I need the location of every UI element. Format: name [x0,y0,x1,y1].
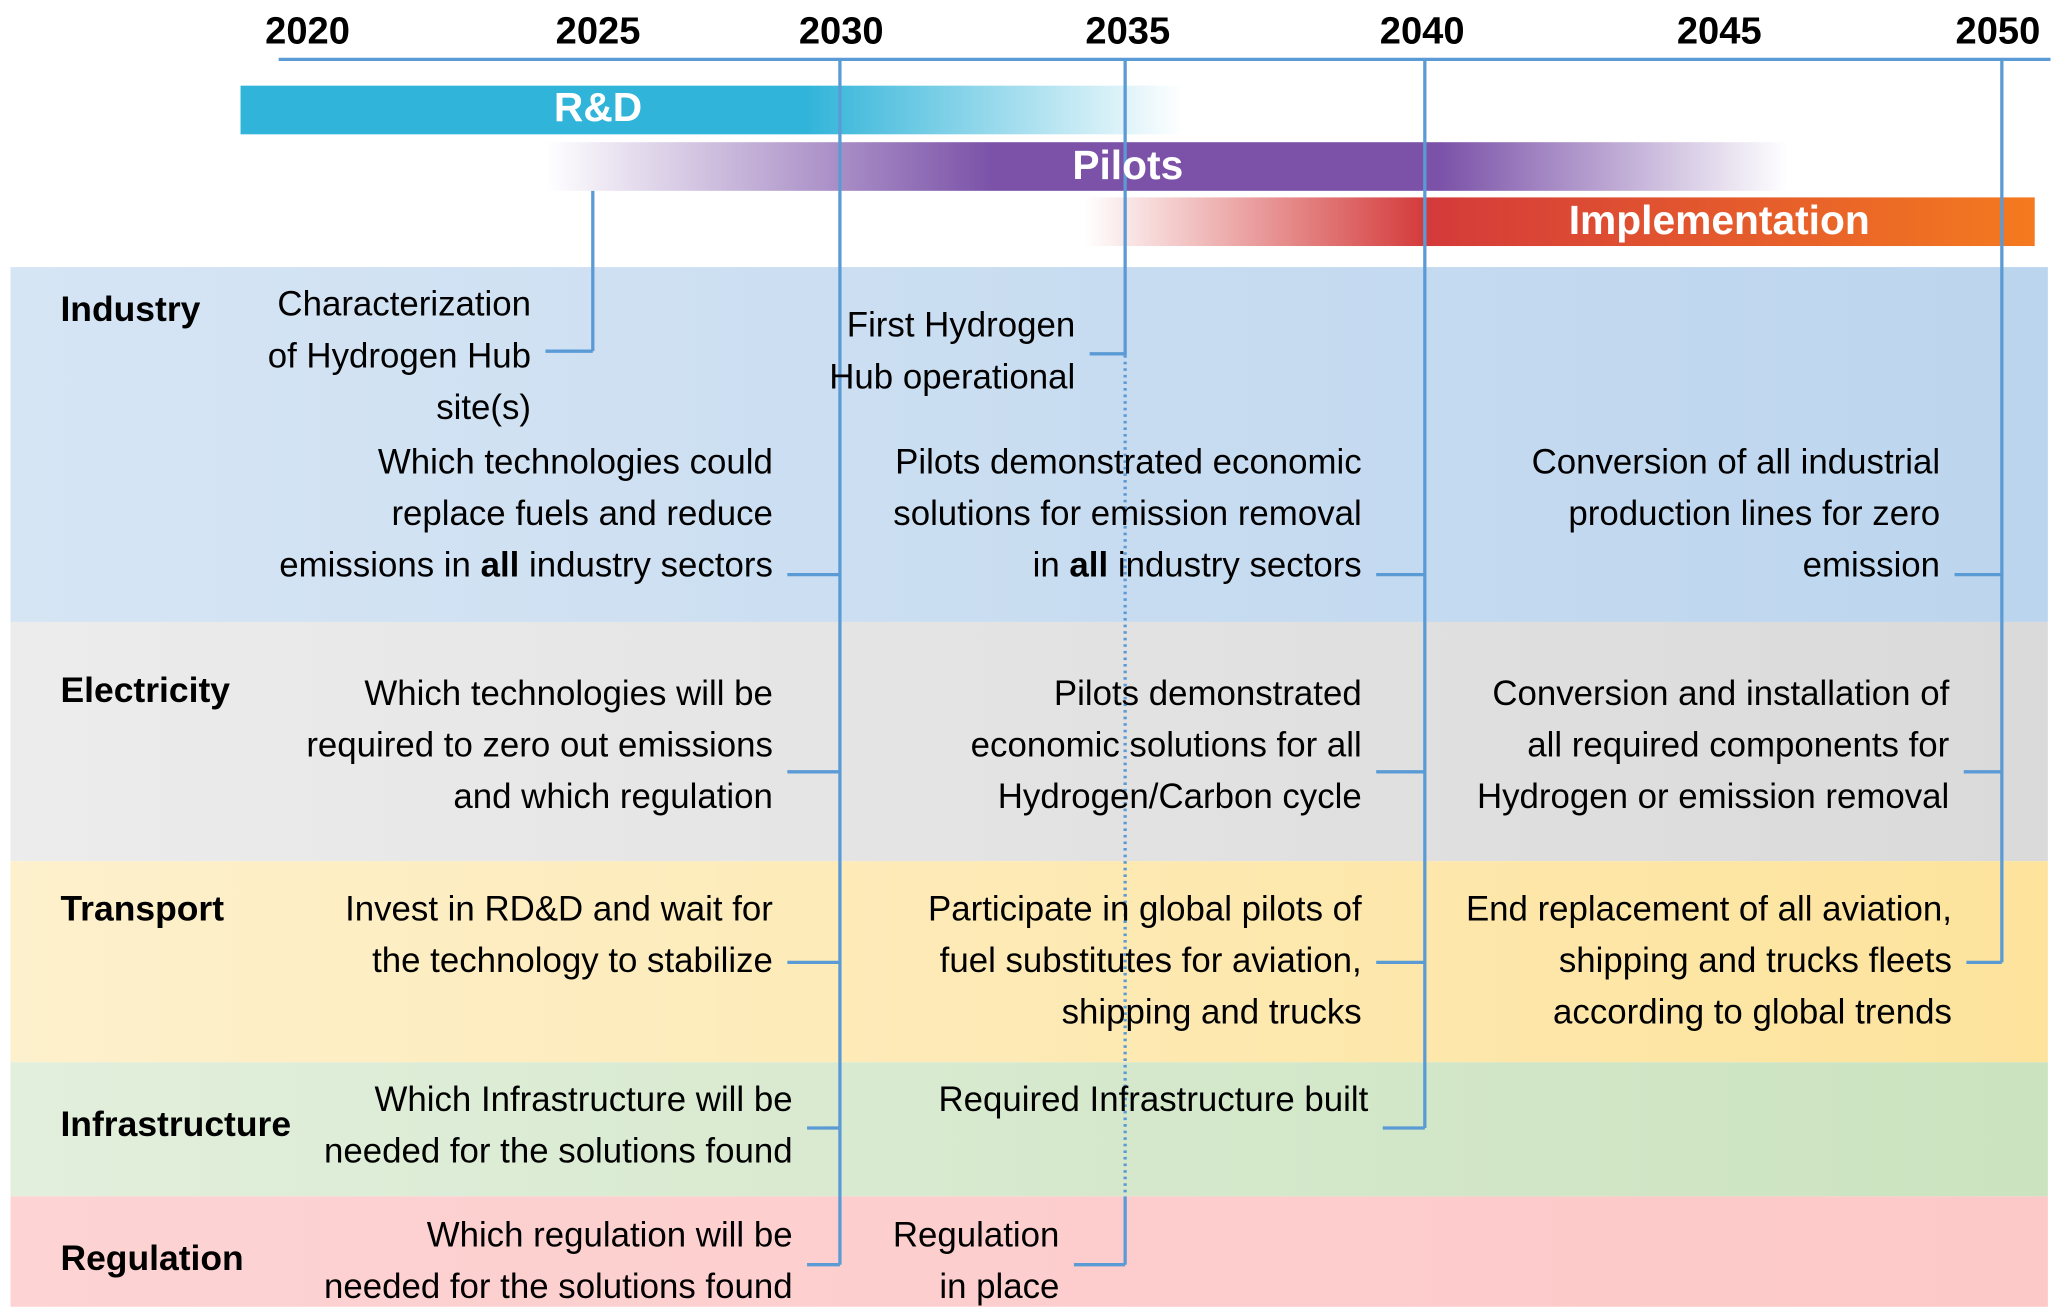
item-text: End replacement of all aviation, [1466,889,1952,928]
sector-label: Regulation [60,1238,243,1278]
item-text: Pilots demonstrated economic [895,442,1362,481]
year-label: 2030 [799,11,884,53]
item-text: fuel substitutes for aviation, [940,941,1362,980]
text-segment: all [1069,546,1108,585]
item-text: in all industry sectors [1033,546,1362,585]
year-label: 2020 [265,11,350,53]
text-segment: all [481,546,520,585]
item-text: needed for the solutions found [324,1132,793,1171]
band [10,621,2048,862]
item-text: emissions in all industry sectors [279,546,773,585]
item-text: Which regulation will be [427,1215,793,1254]
phase-bar [240,85,1183,135]
item-text: Participate in global pilots of [928,889,1362,928]
item-text: Hydrogen or emission removal [1477,777,1949,816]
item-text: site(s) [436,388,531,427]
text-segment: emissions in [279,546,480,585]
item-text: Which technologies will be [364,674,772,713]
item-text: Required Infrastructure built [939,1080,1369,1119]
item-text: economic solutions for all [971,725,1362,764]
item-text: required to zero out emissions [306,725,773,764]
year-label: 2045 [1677,11,1762,53]
sector-label: Electricity [60,670,230,710]
phase-label: Pilots [1072,142,1183,188]
band [10,1196,2048,1307]
item-text: replace fuels and reduce [391,494,772,533]
item-text: shipping and trucks [1062,993,1362,1032]
item-text: Which Infrastructure will be [375,1080,793,1119]
text-segment: industry sectors [519,546,773,585]
content: 2020 2025 2030 2035 2040 2045 2050 R&D Pilots Imp… [60,11,2040,1306]
phase-bar [1084,197,2035,247]
item-text: all required components for [1527,725,1949,764]
sector-label: Transport [60,888,224,928]
item-text: First Hydrogen [847,306,1075,345]
item-text: Regulation [893,1215,1060,1254]
text-segment: industry sectors [1108,546,1362,585]
sector-bands [10,267,2048,1307]
item-text: Which technologies could [378,442,773,481]
item-text: Hydrogen/Carbon cycle [998,777,1362,816]
sector-label: Industry [60,289,200,329]
phase-label: Implementation [1569,197,1870,243]
item-text: of Hydrogen Hub [268,336,531,375]
band [10,861,2048,1063]
item-text: and which regulation [453,777,772,816]
item-text: Pilots demonstrated [1054,674,1362,713]
item-text: Conversion and installation of [1492,674,1949,713]
item-text: Characterization [277,285,531,324]
item-text: the technology to stabilize [372,941,773,980]
year-label: 2040 [1380,11,1465,53]
text-segment: in [1033,546,1070,585]
item-text: production lines for zero [1568,494,1940,533]
phase-label: R&D [554,84,642,130]
phase-bar [545,142,1788,191]
year-lines [591,59,2004,1265]
item-text: Conversion of all industrial [1532,442,1940,481]
item-text: in place [939,1267,1059,1306]
item-text: Hub operational [829,357,1075,396]
item-text: shipping and trucks fleets [1559,941,1952,980]
item-text: emission [1803,546,1940,585]
band [10,1062,2048,1197]
item-text: according to global trends [1553,993,1952,1032]
sector-label: Infrastructure [60,1104,291,1144]
band [10,267,2048,622]
item-text: solutions for emission removal [893,494,1361,533]
year-label: 2035 [1085,11,1170,53]
item-text: Invest in RD&D and wait for [345,889,773,928]
item-text: needed for the solutions found [324,1267,793,1306]
year-label: 2050 [1956,11,2041,53]
year-label: 2025 [556,11,641,53]
